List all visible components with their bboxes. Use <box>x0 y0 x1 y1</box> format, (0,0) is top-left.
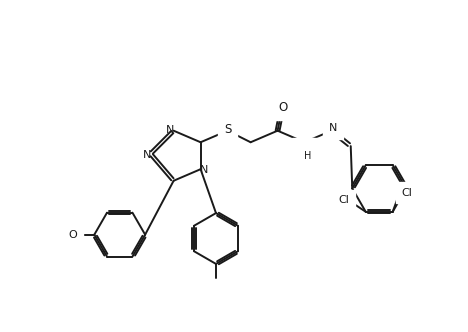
Text: H: H <box>304 151 311 161</box>
Text: O: O <box>278 101 288 114</box>
Text: N: N <box>142 150 151 160</box>
Text: N: N <box>166 125 174 135</box>
Text: H: H <box>302 144 309 153</box>
Text: NH: NH <box>298 143 313 153</box>
Text: N: N <box>200 165 209 175</box>
Text: N: N <box>329 124 337 133</box>
Text: N: N <box>300 143 308 153</box>
Text: S: S <box>224 124 231 136</box>
Text: Cl: Cl <box>339 195 350 205</box>
Text: O: O <box>68 230 77 240</box>
Text: Cl: Cl <box>401 188 412 198</box>
Text: N: N <box>300 146 309 156</box>
Text: H: H <box>301 148 308 157</box>
